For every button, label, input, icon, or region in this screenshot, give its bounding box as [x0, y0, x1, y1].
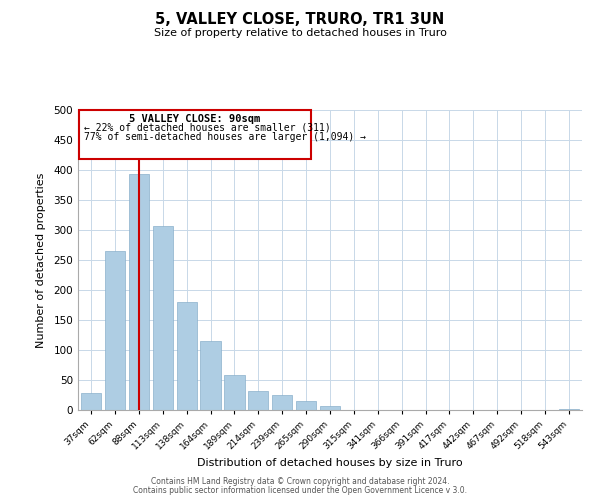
- Bar: [224, 375, 245, 410]
- Text: ← 22% of detached houses are smaller (311): ← 22% of detached houses are smaller (31…: [84, 122, 331, 132]
- Bar: [105, 251, 125, 410]
- Bar: [81, 393, 101, 410]
- Bar: [200, 341, 221, 410]
- Text: 5 VALLEY CLOSE: 90sqm: 5 VALLEY CLOSE: 90sqm: [130, 114, 260, 124]
- Bar: [152, 226, 173, 410]
- X-axis label: Distribution of detached houses by size in Truro: Distribution of detached houses by size …: [197, 458, 463, 468]
- Bar: [559, 409, 579, 410]
- Bar: [176, 302, 197, 410]
- Text: Size of property relative to detached houses in Truro: Size of property relative to detached ho…: [154, 28, 446, 38]
- Y-axis label: Number of detached properties: Number of detached properties: [37, 172, 46, 348]
- Text: 5, VALLEY CLOSE, TRURO, TR1 3UN: 5, VALLEY CLOSE, TRURO, TR1 3UN: [155, 12, 445, 28]
- Bar: [248, 391, 268, 410]
- Bar: [296, 401, 316, 410]
- Text: 77% of semi-detached houses are larger (1,094) →: 77% of semi-detached houses are larger (…: [84, 132, 366, 142]
- Bar: [272, 395, 292, 410]
- Text: Contains HM Land Registry data © Crown copyright and database right 2024.: Contains HM Land Registry data © Crown c…: [151, 477, 449, 486]
- Text: Contains public sector information licensed under the Open Government Licence v : Contains public sector information licen…: [133, 486, 467, 495]
- FancyBboxPatch shape: [79, 110, 311, 159]
- Bar: [320, 406, 340, 410]
- Bar: [129, 174, 149, 410]
